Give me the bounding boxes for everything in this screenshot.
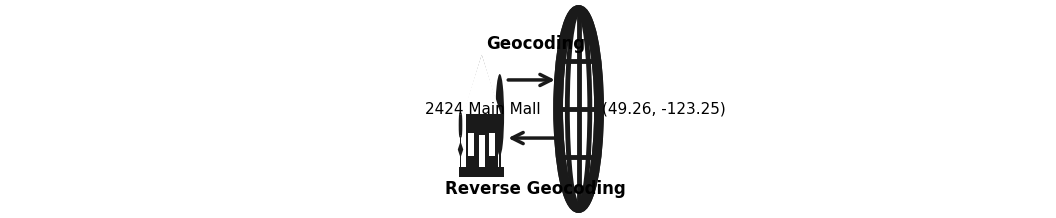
Ellipse shape (460, 112, 463, 138)
Polygon shape (459, 167, 505, 177)
Polygon shape (458, 143, 460, 157)
Ellipse shape (459, 112, 461, 138)
Ellipse shape (559, 10, 599, 208)
Polygon shape (489, 133, 495, 156)
Text: 2424 Main Mall: 2424 Main Mall (425, 102, 541, 116)
Polygon shape (466, 114, 497, 167)
Polygon shape (468, 133, 474, 156)
Polygon shape (460, 143, 464, 157)
Text: (49.26, -123.25): (49.26, -123.25) (602, 102, 727, 116)
Polygon shape (463, 54, 501, 114)
Polygon shape (464, 55, 499, 114)
Text: Reverse Geocoding: Reverse Geocoding (446, 180, 626, 198)
Text: Geocoding: Geocoding (486, 36, 585, 53)
Ellipse shape (458, 112, 460, 138)
Polygon shape (498, 149, 501, 167)
Ellipse shape (495, 74, 504, 156)
Polygon shape (478, 135, 485, 167)
